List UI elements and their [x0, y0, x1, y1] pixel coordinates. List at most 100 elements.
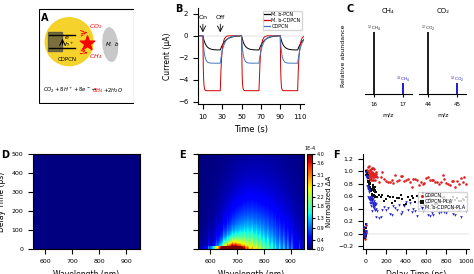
M. b-CDPCN-PLA — [361, 229, 369, 233]
M. b-CDPCN-PLA — [360, 231, 368, 235]
M. b-CDPCN-PLA — [413, 214, 421, 219]
CDPCN-PLA — [439, 196, 447, 201]
X-axis label: m/z: m/z — [383, 113, 394, 118]
Text: CDPCN: CDPCN — [58, 57, 77, 62]
CDPCN-PLA — [455, 199, 463, 203]
CDPCN — [433, 180, 441, 184]
CDPCN-PLA — [446, 201, 454, 205]
CDPCN-PLA — [393, 196, 401, 200]
CDPCN — [410, 177, 417, 181]
Bar — [456, 83, 458, 94]
CDPCN-PLA — [422, 195, 430, 199]
CDPCN-PLA — [388, 201, 395, 205]
CDPCN-PLA — [419, 191, 426, 195]
CDPCN-PLA — [459, 197, 466, 201]
M. b-CDPCN-PLA — [463, 209, 470, 213]
Text: D: D — [1, 150, 9, 160]
CDPCN-PLA — [390, 195, 397, 199]
CDPCN-PLA — [420, 203, 428, 207]
M. b-CDPCN-PLA — [415, 207, 423, 211]
Legend: CDPCN, CDPCN-PLA, M. b-CDPCN-PLA: CDPCN, CDPCN-PLA, M. b-CDPCN-PLA — [419, 192, 467, 212]
CDPCN — [363, 174, 371, 178]
Text: $^{13}$CH$_4$: $^{13}$CH$_4$ — [396, 74, 410, 84]
CDPCN — [366, 172, 374, 177]
M. b-CDPCN-PLA — [363, 176, 371, 180]
CDPCN — [367, 176, 374, 181]
CDPCN — [452, 185, 459, 189]
M. b-CDPCN-PLA — [370, 205, 377, 210]
Y-axis label: Delay Time (ps): Delay Time (ps) — [0, 171, 6, 232]
M. b-CDPCN-PLA — [368, 200, 375, 205]
M. b-CDPCN-PLA — [361, 232, 369, 236]
Ellipse shape — [103, 28, 118, 61]
CDPCN-PLA — [370, 193, 378, 197]
Text: 1E-4: 1E-4 — [304, 146, 315, 151]
CDPCN — [364, 168, 371, 172]
Bar — [48, 32, 63, 51]
CDPCN — [362, 170, 370, 174]
CDPCN — [371, 173, 378, 177]
CDPCN — [450, 179, 457, 183]
Text: $^{13}$CO$_2$: $^{13}$CO$_2$ — [450, 74, 465, 84]
CDPCN-PLA — [367, 188, 374, 192]
CDPCN — [362, 223, 370, 227]
CDPCN — [395, 178, 402, 182]
M. b-CDPCN-PLA — [365, 188, 373, 192]
CDPCN — [371, 172, 379, 176]
M. b-CDPCN-PLA — [442, 211, 450, 215]
CDPCN-PLA — [399, 197, 406, 201]
CDPCN — [365, 178, 373, 182]
CDPCN-PLA — [360, 232, 368, 237]
M. b-CDPCN-PLA — [372, 215, 380, 219]
M. b-CDPCN-PLA — [361, 232, 368, 237]
CDPCN-PLA — [386, 195, 393, 199]
M. b-CDPCN-PLA — [422, 202, 430, 207]
CDPCN-PLA — [368, 193, 376, 197]
M. b-CDPCN-PLA — [395, 202, 402, 207]
M. b-CDPCN-PLA — [450, 212, 457, 216]
CDPCN-PLA — [361, 235, 368, 240]
CDPCN-PLA — [435, 198, 443, 203]
CDPCN — [360, 233, 368, 237]
M. b-CDPCN-PLA — [369, 201, 376, 205]
M. b-CDPCN-PLA — [365, 184, 372, 188]
CDPCN-PLA — [362, 226, 370, 230]
CDPCN-PLA — [363, 172, 370, 176]
CDPCN-PLA — [364, 173, 371, 177]
Text: $^{12}$CH$_4$: $^{12}$CH$_4$ — [367, 23, 381, 33]
Text: $+ 2H_2O$: $+ 2H_2O$ — [103, 86, 123, 95]
CDPCN — [422, 176, 430, 180]
CDPCN-PLA — [401, 203, 408, 207]
CDPCN — [368, 169, 376, 174]
M. b-CDPCN-PLA — [377, 214, 384, 219]
CDPCN-PLA — [370, 187, 378, 191]
Text: E: E — [179, 150, 185, 160]
CDPCN — [413, 178, 421, 182]
CDPCN-PLA — [397, 193, 404, 198]
CDPCN — [367, 170, 374, 174]
CDPCN-PLA — [366, 185, 374, 190]
M. b-CDPCN-PLA — [375, 215, 383, 220]
X-axis label: m/z: m/z — [437, 113, 448, 118]
CDPCN — [417, 180, 425, 184]
M. b-CDPCN-PLA — [435, 211, 443, 216]
M. b-CDPCN-PLA — [362, 232, 369, 236]
M. b-CDPCN-PLA — [459, 203, 466, 207]
CDPCN-PLA — [428, 202, 436, 207]
X-axis label: Delay Time (ps): Delay Time (ps) — [386, 270, 446, 274]
M. b-CDPCN-PLA — [365, 195, 372, 199]
Text: CO₂: CO₂ — [436, 8, 449, 14]
M. b-CDPCN-PLA — [365, 196, 373, 201]
M. b-CDPCN-PLA — [367, 198, 374, 202]
CDPCN-PLA — [441, 195, 448, 199]
CDPCN — [419, 181, 426, 186]
CDPCN — [392, 173, 399, 177]
CDPCN — [368, 167, 375, 172]
M. b-CDPCN-PLA — [384, 206, 392, 210]
M. b-CDPCN-PLA — [371, 207, 379, 212]
CDPCN-PLA — [372, 193, 379, 198]
CDPCN-PLA — [364, 174, 371, 178]
CDPCN-PLA — [367, 186, 375, 191]
CDPCN-PLA — [404, 195, 412, 199]
CDPCN — [446, 183, 454, 187]
